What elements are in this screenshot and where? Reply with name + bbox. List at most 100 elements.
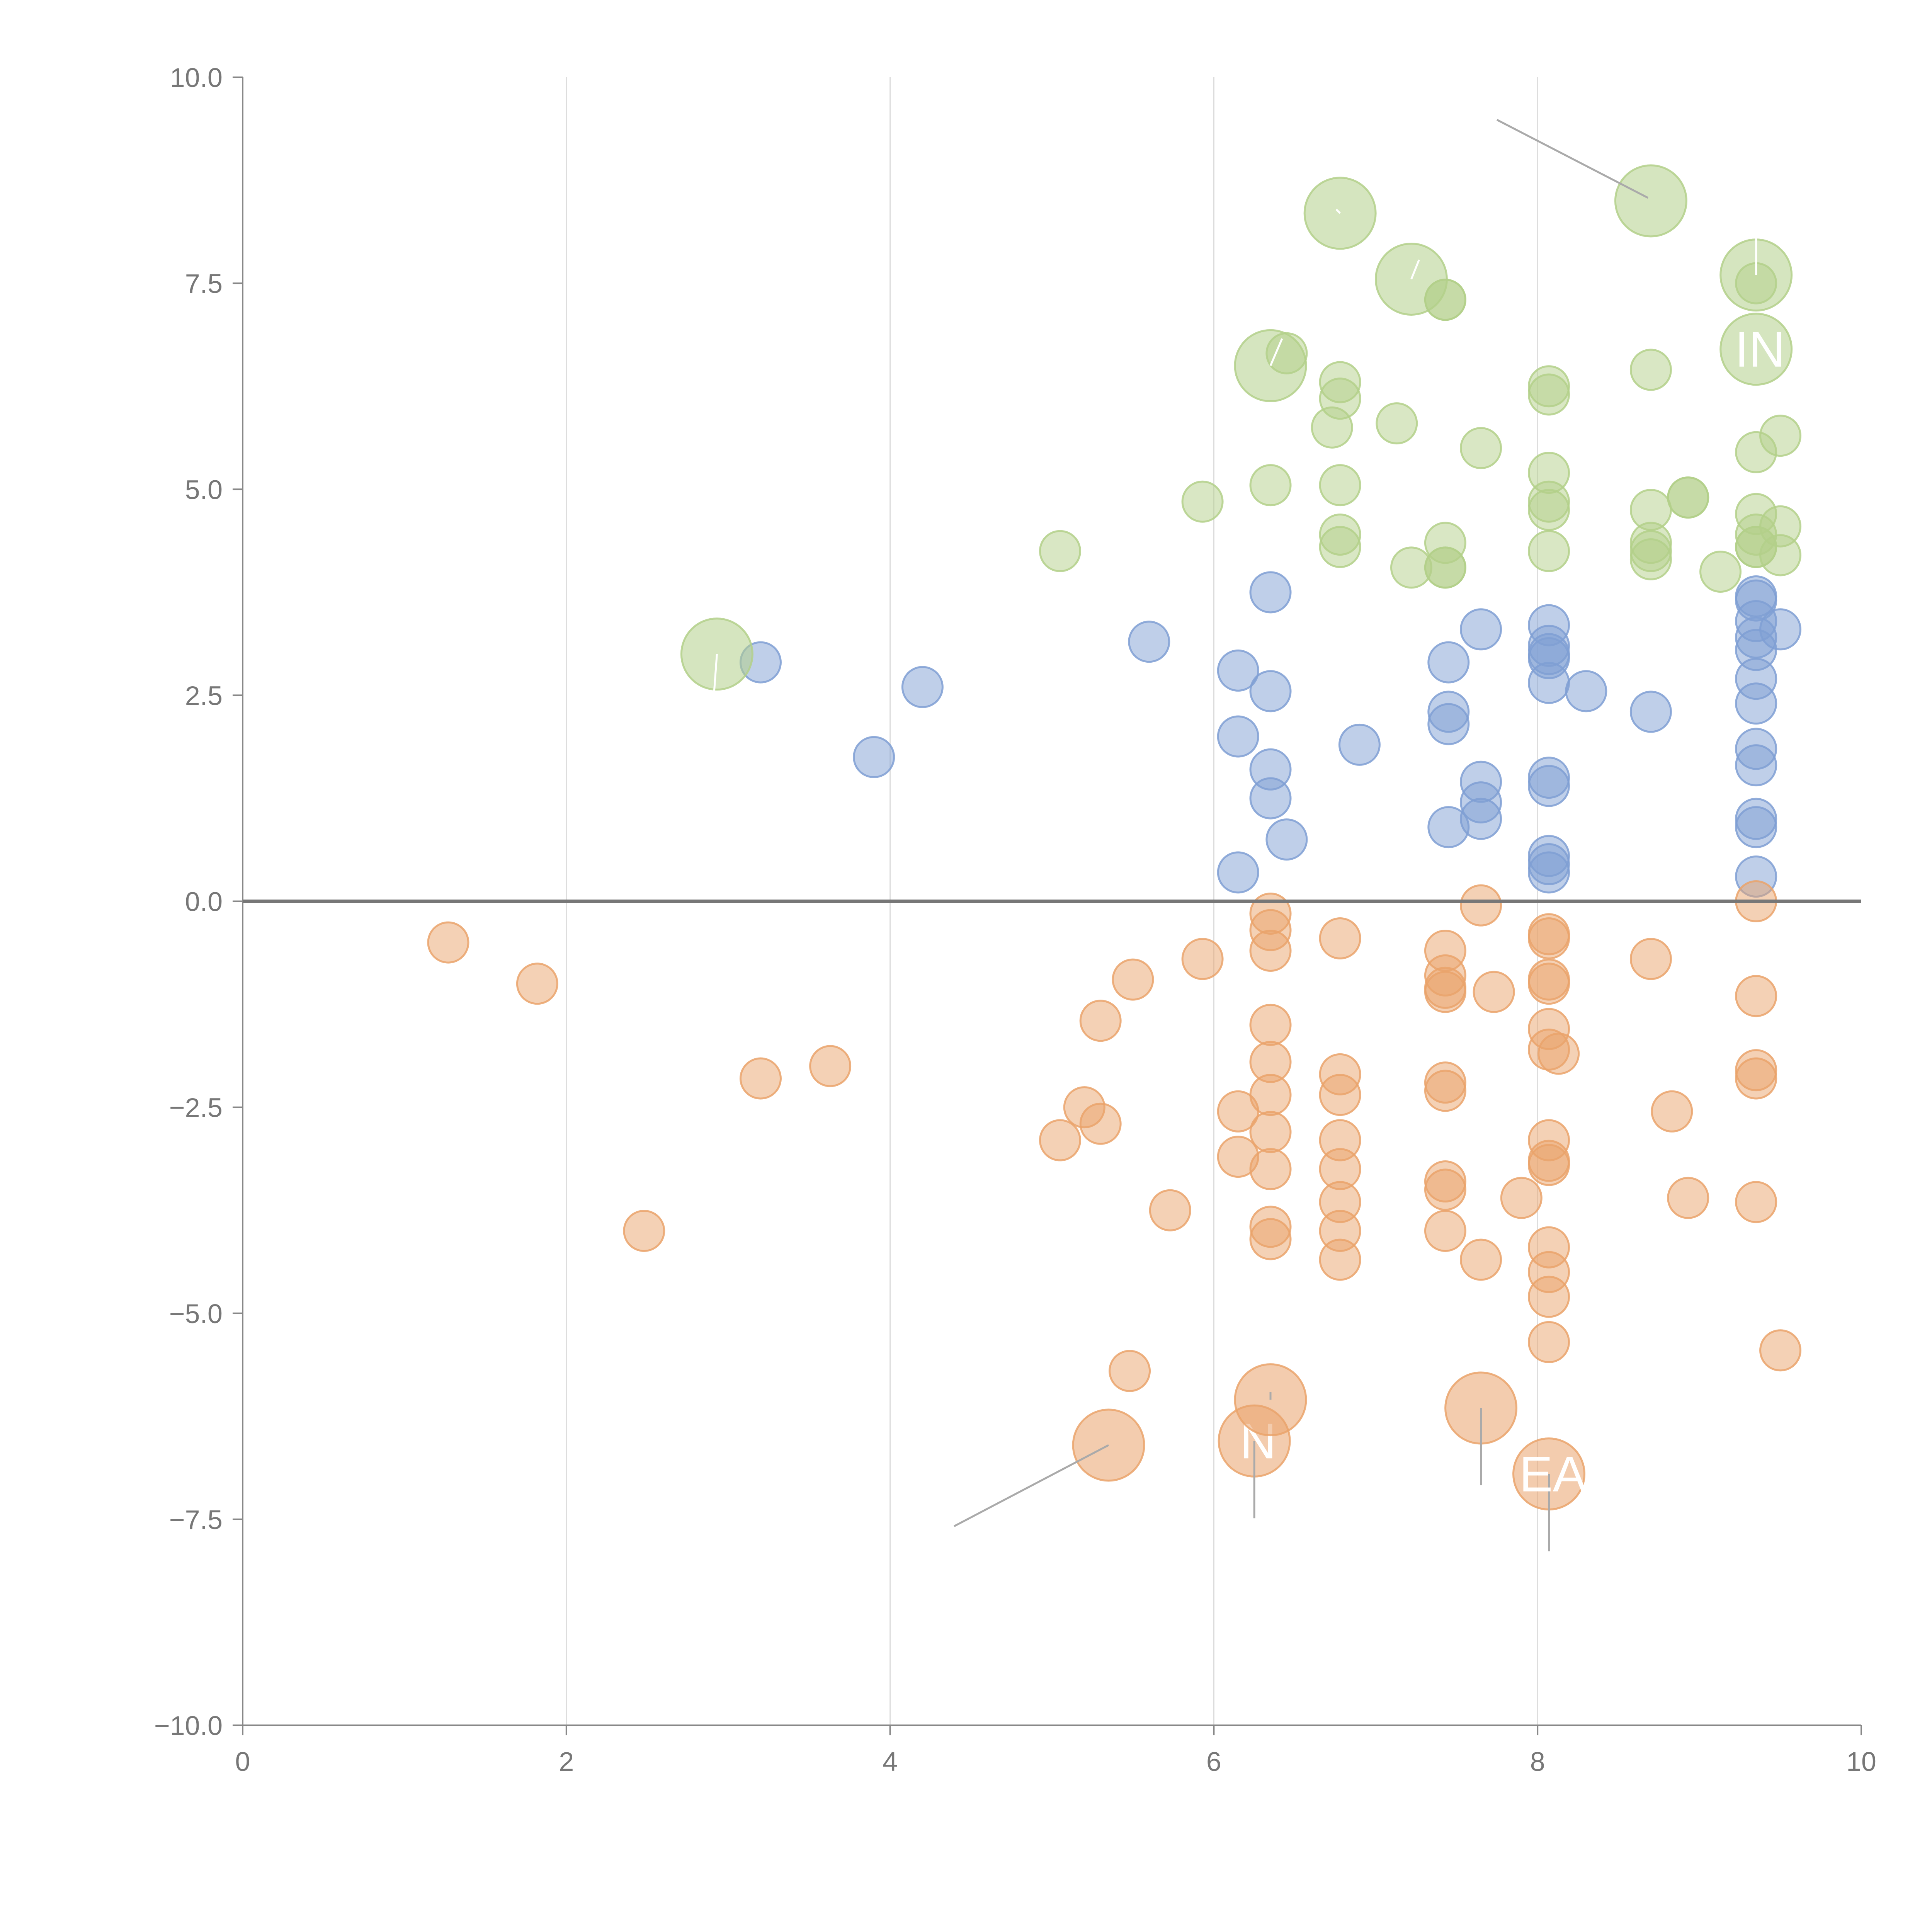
point-blue xyxy=(1528,851,1570,894)
point-orange xyxy=(1181,938,1224,980)
point-green xyxy=(1667,476,1709,519)
point-green xyxy=(1528,373,1570,416)
point-blue xyxy=(853,736,895,778)
point-blue xyxy=(1629,690,1672,733)
point-green xyxy=(1319,526,1361,568)
point-green xyxy=(1629,349,1672,391)
point-orange xyxy=(1460,884,1502,927)
point-orange xyxy=(1112,958,1154,1001)
annotation-leader xyxy=(1269,338,1283,366)
point-blue xyxy=(1528,765,1570,807)
point-green xyxy=(1376,402,1418,445)
point-blue xyxy=(1460,608,1502,651)
point-blue xyxy=(1427,703,1470,745)
data-points xyxy=(427,262,1802,1392)
x-tick-label: 4 xyxy=(883,1747,898,1777)
point-green xyxy=(1759,415,1802,457)
point-blue xyxy=(1217,649,1259,692)
point-orange xyxy=(1039,1119,1081,1162)
point-orange xyxy=(1079,1000,1122,1042)
point-blue xyxy=(1217,851,1259,894)
point-orange xyxy=(1528,1144,1570,1186)
point-blue xyxy=(1128,621,1170,663)
point-orange xyxy=(1249,1074,1292,1116)
point-orange xyxy=(1424,1070,1466,1112)
point-orange xyxy=(1424,971,1466,1013)
x-tick-label: 10 xyxy=(1846,1747,1876,1777)
point-blue xyxy=(1217,715,1259,758)
point-orange xyxy=(1424,1168,1466,1211)
point-orange xyxy=(1500,1177,1543,1219)
y-tick-label: −7.5 xyxy=(169,1505,223,1535)
y-tick-label: 2.5 xyxy=(185,680,223,711)
point-orange xyxy=(1319,1074,1361,1116)
point-orange xyxy=(1528,917,1570,959)
point-blue xyxy=(1338,723,1381,766)
point-orange xyxy=(1528,963,1570,1005)
point-blue xyxy=(1249,777,1292,820)
series-blue xyxy=(739,571,1802,898)
point-blue xyxy=(1460,798,1502,840)
point-green xyxy=(1181,480,1224,523)
tick-marks: 0 2 4 6 8 10 10.0 7.5 5.0 2.5 0.0 −2.5 −5.0 −7.5 −10.0 xyxy=(154,63,1876,1777)
point-orange xyxy=(1249,1111,1292,1153)
x-tick-label: 0 xyxy=(235,1747,250,1777)
point-green xyxy=(1759,534,1802,577)
series-green xyxy=(1039,262,1802,593)
point-orange xyxy=(1424,1210,1466,1252)
point-orange xyxy=(516,963,558,1005)
annotation-leader xyxy=(953,1444,1109,1527)
point-green xyxy=(1039,530,1081,572)
point-blue xyxy=(1735,806,1777,849)
annotated-point xyxy=(1614,164,1687,238)
point-orange xyxy=(1528,1276,1570,1318)
point-orange xyxy=(1473,971,1515,1013)
point-orange xyxy=(1629,938,1672,980)
point-blue xyxy=(1427,641,1470,684)
point-blue xyxy=(1735,744,1777,787)
annotation-label: IN xyxy=(1735,321,1785,378)
y-tick-label: 5.0 xyxy=(185,474,223,505)
point-orange xyxy=(1079,1102,1122,1145)
point-green xyxy=(1528,530,1570,572)
point-orange xyxy=(1319,1238,1361,1281)
x-tick-label: 2 xyxy=(559,1747,574,1777)
point-orange xyxy=(1249,1148,1292,1190)
y-tick-label: −2.5 xyxy=(169,1093,223,1123)
point-green xyxy=(1460,427,1502,469)
y-tick-label: −10.0 xyxy=(154,1711,223,1741)
point-blue xyxy=(1759,608,1802,651)
point-orange xyxy=(427,921,469,964)
point-blue xyxy=(1528,662,1570,704)
point-orange xyxy=(1109,1350,1151,1392)
y-tick-label: −5.0 xyxy=(169,1299,223,1329)
point-orange xyxy=(1249,929,1292,972)
point-blue xyxy=(1249,670,1292,713)
x-tick-label: 6 xyxy=(1206,1747,1221,1777)
point-blue xyxy=(901,666,944,708)
point-orange xyxy=(1759,1329,1802,1372)
point-orange xyxy=(809,1045,852,1087)
x-tick-label: 8 xyxy=(1530,1747,1545,1777)
point-green xyxy=(1319,464,1361,507)
point-orange xyxy=(1735,975,1777,1017)
y-tick-label: 0.0 xyxy=(185,887,223,917)
point-green xyxy=(1629,538,1672,581)
point-orange xyxy=(739,1057,782,1100)
point-orange xyxy=(1249,1003,1292,1046)
point-green xyxy=(1319,378,1361,420)
point-orange xyxy=(1667,1177,1709,1219)
point-orange xyxy=(1528,1321,1570,1363)
annotation-leader xyxy=(1335,209,1341,214)
point-green xyxy=(1424,546,1466,589)
point-orange xyxy=(1149,1189,1191,1231)
y-tick-label: 10.0 xyxy=(170,63,223,93)
point-orange xyxy=(1537,1032,1580,1075)
point-orange xyxy=(623,1210,665,1252)
point-orange xyxy=(1460,1238,1502,1281)
y-tick-label: 7.5 xyxy=(185,269,223,299)
point-orange xyxy=(1735,1057,1777,1100)
